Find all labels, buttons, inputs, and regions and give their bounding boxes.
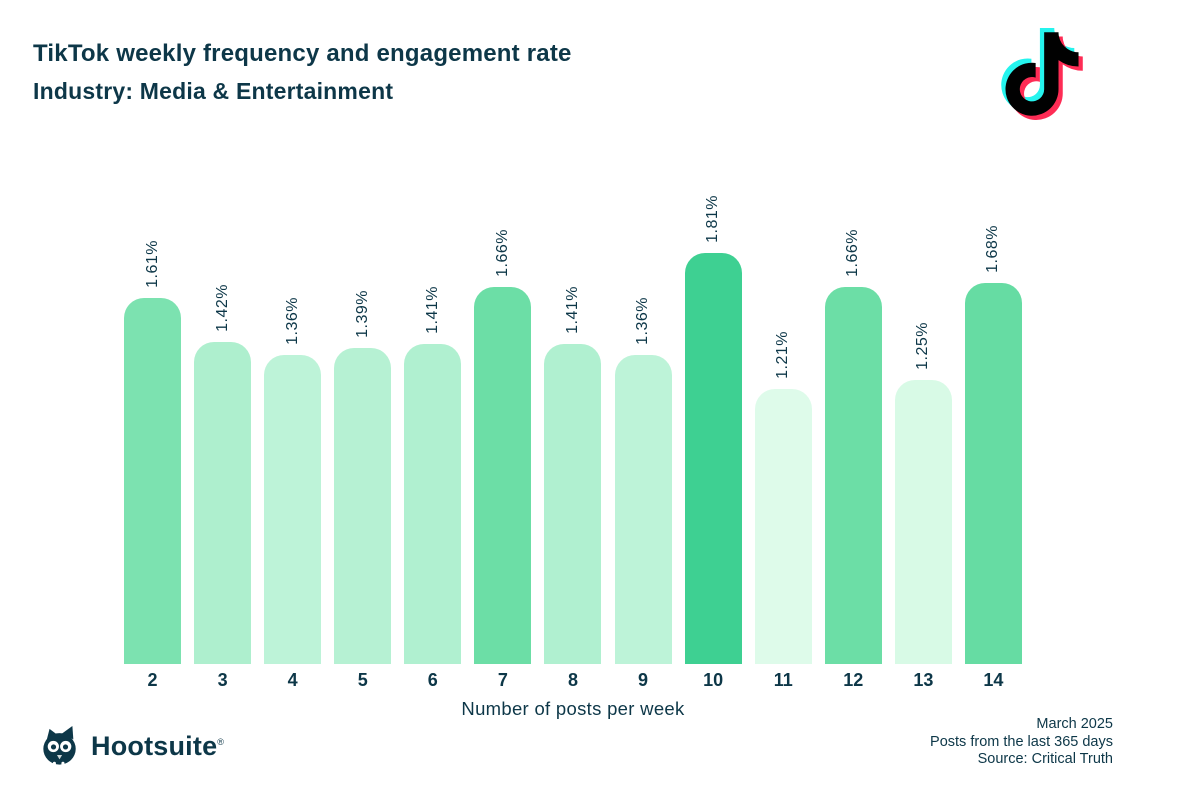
x-axis-tick-label: 7	[497, 670, 508, 690]
bar	[404, 344, 462, 664]
bar-column: 1.42%	[194, 140, 252, 664]
x-axis-tick-label: 8	[567, 670, 578, 690]
x-axis-tick-label: 9	[638, 670, 649, 690]
hootsuite-owl-icon	[43, 726, 76, 766]
bar-value-label: 1.25%	[914, 322, 932, 370]
bar-column: 1.66%	[474, 140, 532, 664]
bar-value-label: 1.68%	[984, 225, 1002, 273]
page-title: TikTok weekly frequency and engagement r…	[33, 40, 572, 67]
bar-column: 1.81%	[684, 140, 742, 664]
bar-column: 1.41%	[544, 140, 602, 664]
bar-value-label: 1.66%	[844, 229, 862, 277]
bar	[264, 355, 322, 664]
bar-value-label: 1.41%	[423, 286, 441, 334]
bar	[964, 283, 1022, 664]
bar	[824, 287, 882, 664]
x-axis-tick-label: 4	[287, 670, 298, 690]
bar-value-label: 1.66%	[493, 229, 511, 277]
hootsuite-logo: Hootsuite®	[38, 726, 224, 766]
bar-value-label: 1.42%	[213, 284, 231, 332]
bar-column: 1.36%	[614, 140, 672, 664]
header: TikTok weekly frequency and engagement r…	[33, 42, 572, 105]
bar	[754, 389, 812, 664]
bar-column: 1.41%	[404, 140, 462, 664]
bar	[684, 253, 742, 664]
bar	[334, 348, 392, 664]
bar	[544, 344, 602, 664]
x-axis-tick-label: 6	[427, 670, 438, 690]
bar-value-label: 1.36%	[634, 297, 652, 345]
x-axis-title: Number of posts per week	[461, 698, 685, 719]
bar	[124, 298, 181, 664]
bar-column: 1.61%	[124, 140, 181, 664]
x-axis-tick-label: 12	[843, 670, 864, 690]
bar-column: 1.36%	[264, 140, 322, 664]
source-info: March 2025 Posts from the last 365 days …	[930, 716, 1113, 769]
source-date: March 2025	[1036, 716, 1113, 732]
x-axis-tick-label: 14	[983, 670, 1004, 690]
bar-value-label: 1.81%	[704, 195, 722, 243]
bar-chart: 1.61% 1.42% 1.36% 1.39% 1.41% 1.66% 1.41% 1.36%…	[124, 140, 1022, 664]
bar-value-label: 1.39%	[353, 290, 371, 338]
page-subtitle: Industry: Media & Entertainment	[33, 78, 394, 104]
source-note: Posts from the last 365 days	[930, 733, 1113, 750]
x-axis-tick-label: 10	[703, 670, 724, 690]
bar-column: 1.66%	[824, 140, 882, 664]
hootsuite-wordmark: Hootsuite®	[91, 730, 225, 761]
x-axis-tick-label: 13	[913, 670, 934, 690]
x-axis-tick-label: 5	[357, 670, 368, 690]
bar-value-label: 1.36%	[283, 297, 301, 345]
bar-column: 1.21%	[754, 140, 812, 664]
x-axis-tick-label: 3	[217, 670, 228, 690]
bar-column: 1.68%	[964, 140, 1022, 664]
x-axis-tick-label: 2	[147, 670, 158, 690]
bar-value-label: 1.41%	[563, 286, 581, 334]
x-axis-labels: 2 3 4 5 6 7 8 9 10 11 12 13 14	[124, 670, 1022, 691]
x-axis-tick-label: 11	[773, 670, 793, 690]
bar	[894, 380, 952, 664]
bar-column: 1.39%	[334, 140, 392, 664]
bar-column: 1.25%	[894, 140, 952, 664]
bar	[474, 287, 532, 664]
bar	[194, 342, 252, 664]
bar-value-label: 1.21%	[774, 331, 792, 379]
bar-value-label: 1.61%	[143, 240, 161, 288]
bar	[614, 355, 672, 664]
tiktok-icon	[1001, 28, 1083, 120]
registered-mark: ®	[217, 736, 225, 747]
source-credit: Source: Critical Truth	[977, 751, 1113, 767]
